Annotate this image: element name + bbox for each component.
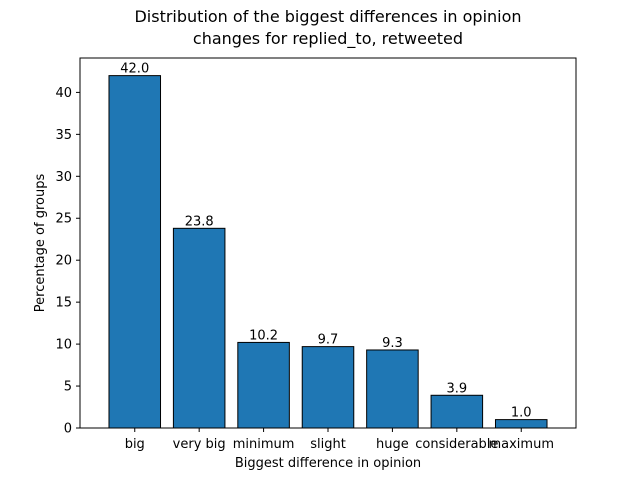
y-tick-label: 30	[55, 170, 72, 185]
x-axis-label: Biggest difference in opinion	[235, 456, 421, 471]
x-axis-ticks: big very big minimum slight huge considerable…	[125, 428, 554, 452]
data-label-minimum: 10.2	[249, 328, 278, 343]
data-label-big: 42.0	[120, 62, 149, 77]
data-labels: 42.0 23.8 10.2 9.7 9.3 3.9 1.0	[120, 62, 531, 421]
bar-considerable	[430, 394, 484, 429]
plot-frame	[79, 57, 577, 429]
bar-slight	[301, 346, 355, 429]
bar-huge	[366, 349, 419, 429]
y-tick-label: 0	[64, 422, 72, 437]
bar-minimum	[237, 341, 290, 429]
y-tick-label: 40	[55, 86, 72, 101]
x-tick-label: big	[125, 437, 145, 452]
bar-very-big	[172, 227, 226, 429]
x-tick-label: minimum	[233, 437, 295, 452]
data-label-maximum: 1.0	[511, 406, 532, 421]
y-tick-label: 15	[55, 296, 72, 311]
bar-group	[108, 75, 548, 429]
y-axis-ticks: 0 5 10 15 20 25 30 35 40	[55, 86, 80, 437]
data-label-considerable: 3.9	[446, 381, 467, 396]
data-label-slight: 9.7	[318, 333, 339, 348]
x-tick-label: maximum	[488, 437, 554, 452]
y-tick-label: 20	[55, 254, 72, 269]
x-tick-label: very big	[173, 437, 226, 452]
y-tick-label: 25	[55, 212, 72, 227]
x-tick-label: slight	[310, 437, 346, 452]
x-tick-label: considerable	[415, 437, 498, 452]
bar-big	[108, 75, 162, 429]
y-tick-label: 35	[55, 128, 72, 143]
bar-maximum	[494, 419, 548, 429]
data-label-huge: 9.3	[382, 336, 403, 351]
data-label-very-big: 23.8	[185, 214, 214, 229]
chart-title-line-1: Distribution of the biggest differences …	[134, 7, 521, 26]
x-tick-label: huge	[376, 437, 409, 452]
y-tick-label: 10	[55, 338, 72, 353]
y-axis-label: Percentage of groups	[33, 174, 48, 313]
y-tick-label: 5	[64, 380, 72, 395]
chart-title-line-2: changes for replied_to, retweeted	[193, 29, 463, 49]
